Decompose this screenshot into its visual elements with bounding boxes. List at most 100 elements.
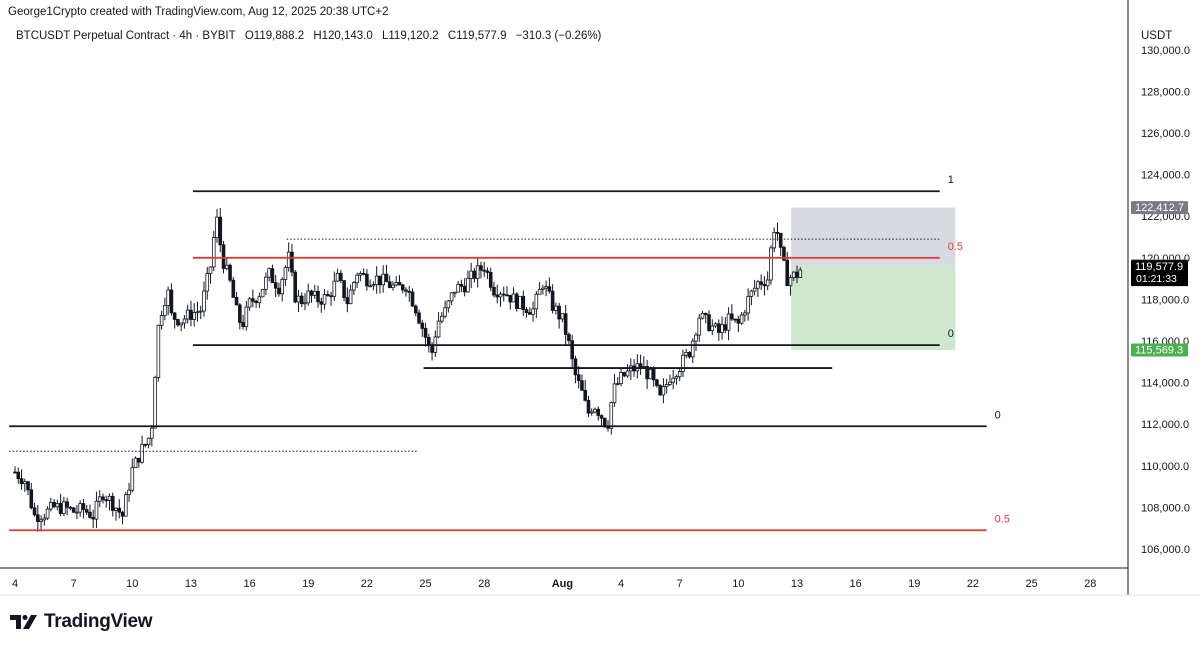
price-tag[interactable] <box>1131 343 1188 357</box>
candle-body <box>150 427 154 439</box>
candle-body <box>436 320 441 338</box>
candle-body <box>130 467 135 491</box>
candle-body <box>123 494 128 517</box>
price-tick-label: 118,000.0 <box>1141 294 1189 306</box>
candle-body <box>677 371 682 378</box>
candle-body <box>795 271 799 278</box>
candle-body <box>413 305 418 314</box>
candle-body <box>296 295 301 303</box>
candle-body <box>798 269 803 278</box>
candle-body <box>655 379 659 386</box>
price-tick-label: 130,000.0 <box>1141 45 1190 57</box>
candle-body <box>508 294 513 303</box>
price-tick-label: 110,000.0 <box>1141 461 1189 473</box>
fib-level-label: 0.5 <box>995 513 1010 525</box>
candle-body <box>361 273 366 275</box>
candle-body <box>730 313 734 320</box>
candle-body <box>785 259 790 287</box>
candle-body <box>586 399 591 414</box>
candle-body <box>159 315 164 326</box>
price-tag[interactable] <box>1131 260 1188 287</box>
candle-body <box>446 300 451 309</box>
candle-body <box>528 312 532 315</box>
candle-body <box>723 324 728 331</box>
candle-body <box>13 471 17 474</box>
candle-body <box>42 517 47 521</box>
position-target-zone[interactable] <box>791 207 956 266</box>
candle-body <box>352 282 356 291</box>
candle-body <box>110 495 115 511</box>
candle-body <box>29 489 34 509</box>
candle-body <box>78 503 82 513</box>
ohlc-close: C119,577.9 <box>447 30 507 42</box>
candle-body <box>459 283 464 287</box>
candle-body <box>156 324 161 378</box>
candle-body <box>615 383 620 386</box>
position-stop-zone[interactable] <box>791 265 956 350</box>
candle-body <box>140 443 144 463</box>
price-tag[interactable] <box>1131 201 1188 215</box>
candle-body <box>224 264 229 269</box>
candle-body <box>231 279 236 298</box>
candle-body <box>651 368 656 381</box>
candle-body <box>625 370 630 377</box>
candle-body <box>443 307 447 317</box>
candle-body <box>306 290 311 304</box>
candle-body <box>166 289 170 306</box>
candle-body <box>573 358 578 376</box>
candle-body <box>322 294 327 305</box>
time-tick-label: 28 <box>478 578 490 590</box>
candle-body <box>319 301 324 305</box>
candle-body <box>238 304 242 323</box>
candle-body <box>26 481 30 491</box>
candle-body <box>726 313 731 331</box>
candle-body <box>290 251 294 273</box>
time-tick-label: 16 <box>850 578 862 590</box>
candle-body <box>788 277 793 287</box>
candle-body <box>16 471 21 479</box>
candle-body <box>713 323 718 327</box>
candle-body <box>681 354 685 372</box>
candle-body <box>440 315 444 322</box>
price-tick-label: 112,000.0 <box>1141 419 1189 431</box>
candle-body <box>749 290 754 297</box>
candle-body <box>146 437 151 446</box>
candle-body <box>303 302 307 305</box>
candle-body <box>215 216 219 238</box>
candle-body <box>244 306 249 327</box>
time-tick-label: 10 <box>732 578 744 590</box>
candle-body <box>671 377 675 383</box>
candle-body <box>756 281 760 289</box>
candle-body <box>765 279 770 287</box>
time-tick-label: 16 <box>243 578 255 590</box>
candle-body <box>739 314 744 324</box>
candle-body <box>596 408 601 416</box>
candle-body <box>339 272 343 281</box>
candle-body <box>488 272 493 288</box>
candle-body <box>554 305 558 311</box>
candle-body <box>387 281 392 289</box>
candle-body <box>694 334 698 342</box>
candle-body <box>697 317 702 336</box>
candle-body <box>580 380 584 391</box>
candle-body <box>534 293 539 310</box>
symbol-name[interactable]: BTCUSDT Perpetual Contract · 4h · BYBIT <box>16 30 236 42</box>
candle-body <box>541 287 545 290</box>
candle-body <box>107 495 112 501</box>
candle-body <box>391 284 395 289</box>
candle-body <box>32 507 37 516</box>
candle-body <box>365 273 369 287</box>
candle-body <box>267 268 271 278</box>
candle-body <box>511 293 516 303</box>
candle-body <box>293 271 298 303</box>
candle-body <box>420 322 425 329</box>
currency-label[interactable]: USDT <box>1141 30 1173 42</box>
candle-body <box>423 328 428 338</box>
candle-body <box>358 273 363 276</box>
candle-body <box>492 286 496 296</box>
tradingview-logo[interactable]: TradingView <box>10 611 153 633</box>
candle-body <box>475 265 480 279</box>
candle-body <box>482 269 486 272</box>
price-tick-label: 126,000.0 <box>1141 128 1190 140</box>
